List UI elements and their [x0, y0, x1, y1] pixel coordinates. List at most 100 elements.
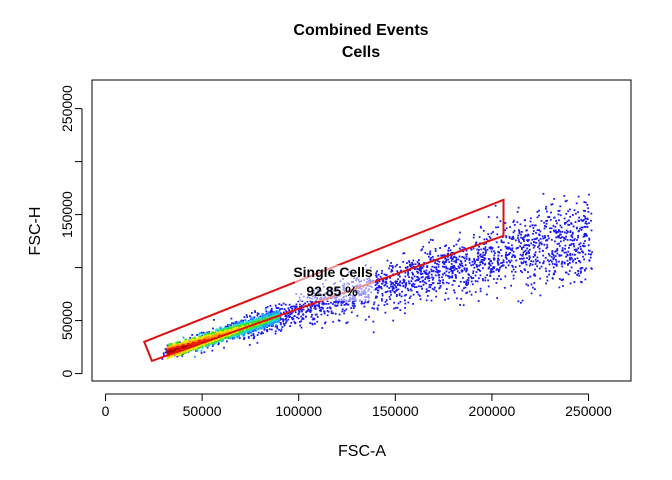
data-point — [526, 277, 529, 279]
data-point — [516, 211, 519, 213]
data-point — [205, 337, 208, 340]
data-point — [527, 284, 529, 287]
data-point — [232, 325, 235, 328]
data-point — [477, 257, 480, 260]
data-point — [326, 300, 329, 302]
data-point — [408, 261, 411, 264]
data-point — [555, 232, 557, 234]
data-point — [495, 282, 498, 284]
data-point — [316, 304, 319, 307]
data-point — [558, 219, 560, 222]
data-point — [274, 332, 277, 335]
data-point — [520, 242, 522, 245]
data-point — [396, 289, 398, 291]
data-point — [309, 322, 311, 324]
data-point — [424, 278, 427, 281]
data-point — [451, 271, 454, 274]
data-point — [314, 308, 317, 310]
data-point — [191, 334, 194, 336]
data-point — [575, 250, 577, 253]
data-point — [570, 243, 573, 245]
data-point — [272, 324, 274, 327]
data-point — [462, 250, 465, 253]
data-point — [394, 291, 396, 294]
data-point — [474, 274, 477, 277]
data-point — [453, 260, 456, 263]
data-point — [325, 303, 328, 305]
data-point — [232, 335, 235, 338]
data-point — [232, 323, 235, 326]
data-point — [472, 236, 475, 239]
data-point — [233, 321, 236, 324]
data-point — [482, 279, 484, 282]
data-point — [399, 275, 401, 278]
data-point — [575, 212, 577, 215]
data-point — [231, 335, 234, 338]
data-point — [474, 260, 477, 263]
data-point — [530, 242, 533, 245]
data-point — [570, 266, 573, 269]
data-point — [414, 263, 417, 266]
data-point — [253, 327, 256, 330]
data-point — [461, 246, 464, 249]
data-point — [244, 332, 246, 335]
data-point — [591, 251, 593, 254]
data-point — [497, 226, 499, 229]
data-point — [569, 282, 572, 285]
data-point — [437, 263, 440, 266]
data-point — [495, 226, 497, 229]
data-point — [573, 238, 576, 240]
data-point — [311, 318, 314, 321]
data-point — [302, 303, 305, 306]
data-point — [252, 330, 254, 333]
data-point — [243, 316, 246, 318]
data-point — [588, 259, 591, 262]
data-point — [406, 266, 409, 268]
data-point — [569, 239, 572, 241]
data-point — [316, 320, 319, 323]
data-point — [485, 238, 488, 241]
data-point — [408, 297, 411, 299]
data-point — [260, 332, 262, 335]
data-point — [455, 259, 457, 262]
data-point — [181, 355, 184, 357]
data-point — [312, 318, 315, 321]
data-point — [548, 216, 551, 218]
data-point — [522, 251, 525, 254]
data-point — [564, 244, 567, 247]
data-point — [577, 270, 580, 272]
data-point — [486, 274, 488, 276]
data-point — [371, 307, 374, 309]
data-point — [390, 283, 392, 286]
data-point — [538, 214, 540, 217]
data-point — [218, 327, 221, 330]
data-point — [424, 272, 426, 275]
data-point — [501, 261, 504, 264]
data-point — [532, 260, 535, 263]
data-point — [396, 280, 398, 283]
data-point — [397, 283, 399, 285]
data-point — [450, 254, 453, 257]
data-point — [390, 285, 392, 288]
data-point — [581, 226, 584, 229]
data-point — [493, 250, 495, 253]
data-point — [403, 279, 406, 282]
data-point — [263, 326, 265, 329]
data-point — [430, 256, 433, 259]
data-point — [536, 229, 539, 232]
data-point — [537, 246, 539, 248]
data-point — [528, 244, 531, 247]
data-point — [558, 260, 560, 263]
data-point — [161, 358, 164, 360]
data-point — [351, 302, 354, 305]
data-point — [576, 239, 578, 241]
data-point — [436, 271, 439, 274]
data-point — [389, 298, 391, 300]
data-point — [450, 266, 452, 269]
data-point — [217, 332, 219, 334]
data-point — [511, 247, 514, 250]
data-point — [438, 270, 441, 273]
data-point — [212, 331, 215, 334]
data-point — [313, 307, 316, 310]
data-point — [565, 199, 568, 202]
